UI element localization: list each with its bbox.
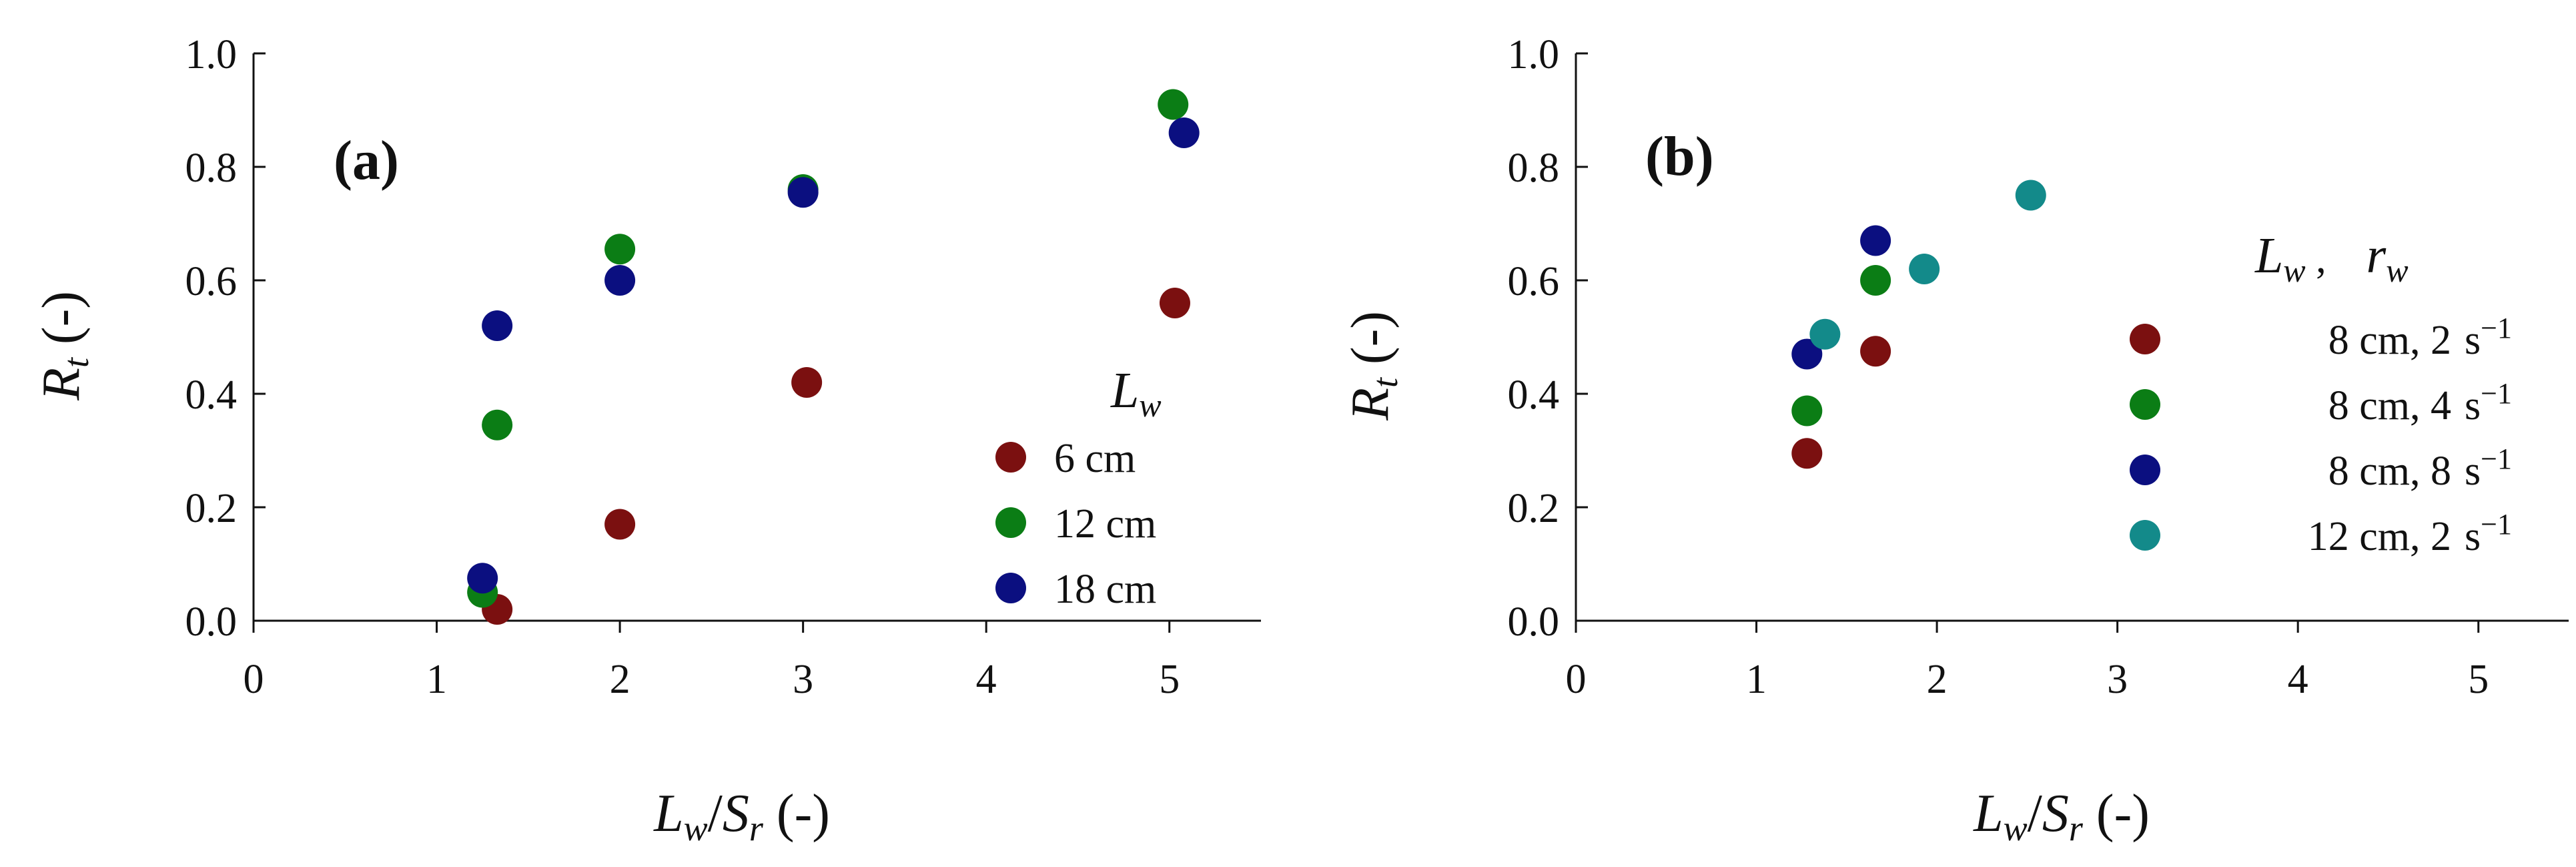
data-point <box>1168 117 1200 148</box>
legend-label: 12 cm <box>1054 501 1156 547</box>
panel-b-axes <box>1575 53 2569 622</box>
x-tick-label: 1 <box>426 657 447 702</box>
y-tick-label: 0.8 <box>1508 146 1560 191</box>
y-tick-label: 0.0 <box>1508 599 1560 645</box>
data-point <box>1791 395 1823 426</box>
y-tick-label: 0.2 <box>185 486 238 531</box>
panel-a-label: (a) <box>334 129 399 192</box>
panel-a-legend-items: 6 cm 12 cm 18 cm <box>995 436 1156 612</box>
x-tick-label: 5 <box>2468 657 2489 702</box>
x-tick-label: 4 <box>976 657 997 702</box>
x-tick-label: 1 <box>1746 657 1767 702</box>
panel-a-points <box>467 89 1200 625</box>
data-point <box>2015 180 2046 211</box>
panel-b-x-axis-label: Lw/Sr (-) <box>1973 784 2150 848</box>
y-tick-label: 0.6 <box>1508 259 1560 304</box>
data-point <box>1791 438 1823 469</box>
panel-b-legend-items: 8 cm, 2 s−1 8 cm, 4 s−1 8 cm, 8 s−1 12 cm, 2 s−… <box>2130 312 2512 559</box>
panel-a-y-axis-label: Rt (-) <box>32 291 96 401</box>
data-point <box>1860 225 1891 256</box>
legend-marker <box>995 573 1026 603</box>
data-point <box>1860 265 1891 296</box>
legend-marker <box>2130 520 2160 551</box>
data-point <box>604 509 636 540</box>
data-point <box>467 563 498 594</box>
legend-label: 6 cm <box>1054 436 1136 481</box>
x-tick-label: 3 <box>793 657 813 702</box>
panel-b-legend-title: Lw , rw <box>2254 228 2409 289</box>
panel-b-ticks: 0 1 2 3 4 5 0.0 0.2 0.4 0.6 0.8 1.0 <box>1508 32 2489 702</box>
x-tick-label: 3 <box>2107 657 2128 702</box>
data-point <box>787 177 819 208</box>
data-point <box>1860 336 1891 367</box>
y-tick-label: 0.4 <box>185 372 238 418</box>
legend-label: 8 cm, 4 s−1 <box>2328 377 2512 428</box>
legend-marker <box>2130 389 2160 420</box>
data-point <box>791 367 823 398</box>
panel-b: 0 1 2 3 4 5 0.0 0.2 0.4 0.6 0.8 1.0 (b) Rt (-) Lw/S… <box>1341 32 2569 848</box>
x-tick-label: 2 <box>610 657 630 702</box>
panel-a-legend-title: Lw <box>1110 362 1162 424</box>
data-point <box>604 234 636 265</box>
panel-b-points <box>1791 180 2046 469</box>
x-tick-label: 5 <box>1159 657 1180 702</box>
data-point <box>1809 318 1841 350</box>
panel-b-y-axis-label: Rt (-) <box>1341 311 1405 421</box>
data-point <box>482 409 513 441</box>
legend-label: 8 cm, 2 s−1 <box>2328 312 2512 363</box>
x-tick-label: 4 <box>2288 657 2308 702</box>
legend-label: 8 cm, 8 s−1 <box>2328 443 2512 494</box>
legend-marker <box>2130 455 2160 485</box>
y-tick-label: 1.0 <box>185 32 238 77</box>
panel-a-x-axis-label: Lw/Sr (-) <box>653 784 830 848</box>
legend-label: 12 cm, 2 s−1 <box>2308 508 2512 559</box>
x-tick-label: 2 <box>1927 657 1948 702</box>
panel-b-label: (b) <box>1645 125 1714 188</box>
panel-a-ticks: 0 1 2 3 4 5 0.0 0.2 0.4 0.6 0.8 1.0 <box>185 32 1180 702</box>
x-tick-label: 0 <box>244 657 264 702</box>
panel-b-legend: Lw , rw 8 cm, 2 s−1 8 cm, 4 s−1 8 cm, 8 s−1 12 … <box>2130 228 2512 559</box>
data-point <box>604 265 636 296</box>
y-tick-label: 0.2 <box>1508 486 1560 531</box>
data-point <box>482 310 513 341</box>
data-point <box>1909 254 1940 284</box>
y-tick-label: 0.0 <box>185 599 238 645</box>
legend-marker <box>2130 324 2160 354</box>
data-point <box>1159 288 1190 318</box>
data-point <box>1158 89 1189 120</box>
panel-a-legend: Lw 6 cm 12 cm 18 cm <box>995 362 1162 612</box>
legend-marker <box>995 442 1026 473</box>
data-point <box>1791 338 1823 370</box>
y-tick-label: 0.6 <box>185 259 238 304</box>
y-tick-label: 0.4 <box>1508 372 1560 418</box>
y-tick-label: 0.8 <box>185 146 238 191</box>
panel-a: 0 1 2 3 4 5 0.0 0.2 0.4 0.6 0.8 1.0 (a) Rt (-) Lw/S… <box>32 32 1261 848</box>
x-tick-label: 0 <box>1566 657 1587 702</box>
legend-label: 18 cm <box>1054 567 1156 612</box>
legend-marker <box>995 507 1026 538</box>
y-tick-label: 1.0 <box>1508 32 1560 77</box>
panel-a-axes <box>252 53 1261 622</box>
